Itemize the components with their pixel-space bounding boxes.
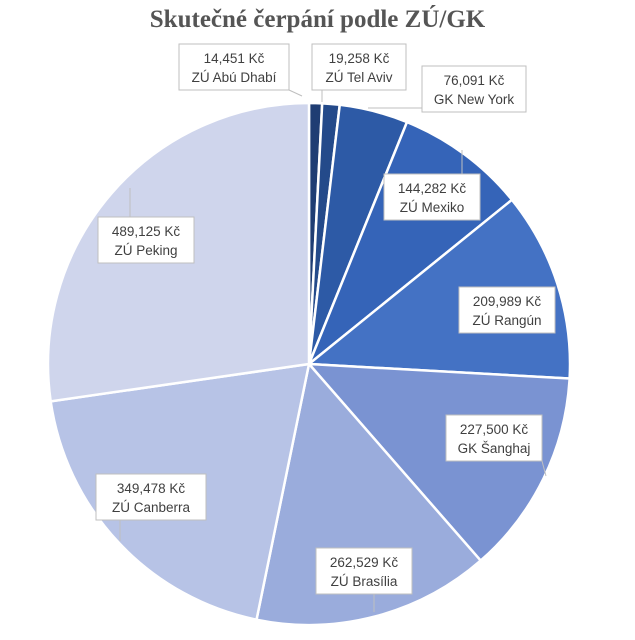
label-box: [311, 43, 407, 91]
label-leader-line: [541, 460, 547, 477]
label-box: [97, 216, 195, 264]
label-box: [383, 173, 481, 221]
label-box: [178, 43, 290, 91]
label-leader-line: [288, 89, 303, 97]
pie-slice-gk-sanghaj: [306, 362, 571, 563]
slice-value-label: 14,451 Kč: [204, 51, 265, 66]
data-label-zu-rangun: 209,989 Kč ZÚ Rangún: [458, 286, 556, 334]
data-label-zu-peking: 489,125 Kč ZÚ Peking: [97, 188, 195, 264]
slice-value-label: 262,529 Kč: [330, 555, 399, 570]
slice-category-label: ZÚ Canberra: [112, 500, 191, 515]
label-box: [421, 65, 527, 113]
slice-category-label: ZÚ Mexiko: [400, 200, 465, 215]
slice-value-label: 144,282 Kč: [398, 181, 467, 196]
data-label-gk-new-york: 76,091 Kč GK New York: [368, 65, 527, 113]
slice-value-label: 489,125 Kč: [112, 224, 181, 239]
data-label-zu-tel-aviv: 19,258 Kč ZÚ Tel Aviv: [311, 43, 407, 102]
slice-value-label: 227,500 Kč: [460, 422, 529, 437]
label-box: [95, 473, 207, 521]
data-label-zu-mexiko: 144,282 Kč ZÚ Mexiko: [383, 150, 481, 221]
slice-category-label: ZÚ Abú Dhabí: [192, 70, 277, 85]
slice-category-label: ZÚ Peking: [114, 243, 177, 258]
label-box: [445, 414, 543, 462]
data-label-gk-sanghaj: 227,500 Kč GK Šanghaj: [445, 414, 547, 477]
slice-category-label: ZÚ Rangún: [472, 313, 541, 328]
pie-slice-zu-rangun: [305, 198, 572, 380]
slice-category-label: ZÚ Brasília: [331, 574, 398, 589]
label-box: [458, 286, 556, 334]
data-label-zu-brasilia: 262,529 Kč ZÚ Brasília: [315, 547, 413, 612]
label-box: [315, 547, 413, 595]
slice-value-label: 19,258 Kč: [329, 51, 390, 66]
chart-title: Skutečné čerpání podle ZÚ/GK: [149, 6, 486, 33]
data-label-zu-canberra: 349,478 Kč ZÚ Canberra: [95, 473, 207, 541]
slice-category-label: GK Šanghaj: [458, 441, 531, 456]
pie-slice-zu-brasilia: [255, 361, 483, 627]
slice-value-label: 76,091 Kč: [444, 73, 505, 88]
data-label-zu-abu-dhabi: 14,451 Kč ZÚ Abú Dhabí: [178, 43, 303, 97]
slice-value-label: 209,989 Kč: [473, 294, 542, 309]
slice-category-label: GK New York: [434, 92, 515, 107]
slice-value-label: 349,478 Kč: [117, 481, 186, 496]
slice-category-label: ZÚ Tel Aviv: [325, 70, 392, 85]
